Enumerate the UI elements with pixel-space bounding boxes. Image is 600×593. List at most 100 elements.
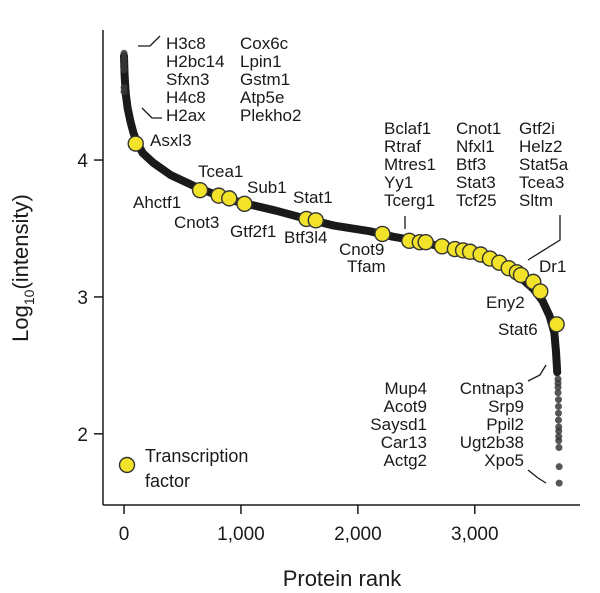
tf-point bbox=[307, 212, 324, 229]
annotation-label: Gtf2i bbox=[519, 119, 555, 138]
y-axis-title: Log10(intensity) bbox=[8, 194, 37, 342]
legend-label-line1: Transcription bbox=[145, 446, 248, 466]
protein-point bbox=[120, 60, 128, 68]
annotation-label: H2bc14 bbox=[166, 52, 225, 71]
y-tick-label: 2 bbox=[77, 425, 88, 446]
protein-point bbox=[120, 49, 128, 57]
annotation-label: Btf3 bbox=[456, 155, 486, 174]
x-tick-label: 3,000 bbox=[451, 524, 499, 545]
x-tick-label: 1,000 bbox=[217, 524, 265, 545]
tf-point bbox=[127, 135, 144, 152]
protein-point bbox=[554, 402, 562, 410]
annotation-label: Cnot1 bbox=[456, 119, 501, 138]
annotation-label: Tcerg1 bbox=[384, 191, 435, 210]
tf-labels: Asxl3 Tcea1 Sub1 Ahctf1 Stat1 Cnot3 Gtf2… bbox=[133, 131, 566, 339]
annotation-label: Nfxl1 bbox=[456, 137, 495, 156]
leader-top-lower bbox=[141, 107, 162, 119]
protein-point bbox=[554, 383, 562, 391]
annotation-label: Plekho2 bbox=[240, 106, 301, 125]
protein-point bbox=[554, 409, 562, 417]
transcription-factor-points bbox=[127, 135, 565, 333]
annotation-label: Helz2 bbox=[519, 137, 562, 156]
annotation-label: Ugt2b38 bbox=[460, 433, 524, 452]
tf-label-ahctf1: Ahctf1 bbox=[133, 193, 181, 212]
protein-point bbox=[555, 479, 563, 487]
tf-point bbox=[512, 266, 530, 284]
protein-point bbox=[554, 389, 562, 397]
annotation-label: Stat3 bbox=[456, 173, 496, 192]
legend-label-line2: factor bbox=[145, 471, 190, 491]
protein-point bbox=[554, 416, 562, 424]
protein-point bbox=[554, 396, 562, 404]
tf-label-cnot3: Cnot3 bbox=[174, 213, 219, 232]
annotation-label: H2ax bbox=[166, 106, 206, 125]
annotation-label: Lpin1 bbox=[240, 52, 282, 71]
protein-point bbox=[555, 463, 563, 471]
protein-point bbox=[555, 427, 563, 435]
tf-point bbox=[417, 233, 434, 251]
annotation-label: Tcea3 bbox=[519, 173, 564, 192]
x-tick-label: 0 bbox=[119, 524, 130, 545]
mid-right-labels: Bclaf1 Rtraf Mtres1 Yy1 Tcerg1 Cnot1 Nfx… bbox=[384, 119, 569, 210]
tf-label-sub1: Sub1 bbox=[247, 178, 287, 197]
annotation-label: Sltm bbox=[519, 191, 553, 210]
annotation-label: Bclaf1 bbox=[384, 119, 431, 138]
tf-label-stat6: Stat6 bbox=[498, 320, 538, 339]
tf-label-btf3l4: Btf3l4 bbox=[284, 228, 327, 247]
tf-point bbox=[374, 225, 391, 243]
annotation-label: Ppil2 bbox=[486, 415, 524, 434]
tf-label-tcea1: Tcea1 bbox=[198, 162, 243, 181]
protein-point bbox=[555, 444, 563, 452]
protein-point bbox=[555, 437, 563, 445]
legend-marker bbox=[118, 456, 136, 474]
tf-label-tfam: Tfam bbox=[347, 257, 386, 276]
x-axis-ticks: 0 1,000 2,000 3,000 bbox=[119, 505, 499, 545]
annotation-label: Car13 bbox=[381, 433, 427, 452]
leader-lines bbox=[138, 35, 561, 484]
y-axis-title-base: Log bbox=[8, 305, 33, 342]
annotation-label: Yy1 bbox=[384, 173, 413, 192]
tf-label-cnot9: Cnot9 bbox=[339, 240, 384, 259]
annotation-label: Gstm1 bbox=[240, 70, 290, 89]
y-tick-label: 4 bbox=[77, 151, 88, 172]
annotation-label: Rtraf bbox=[384, 137, 421, 156]
legend: Transcription factor bbox=[118, 446, 248, 491]
y-axis-title-subscript: 10 bbox=[21, 289, 37, 305]
tf-point bbox=[221, 190, 238, 207]
annotation-label: Tcf25 bbox=[456, 191, 497, 210]
tf-label-dr1: Dr1 bbox=[539, 257, 566, 276]
annotation-label: Mup4 bbox=[384, 379, 427, 398]
y-axis-ticks: 2 3 4 bbox=[77, 151, 103, 446]
tf-label-gtf2f1: Gtf2f1 bbox=[230, 222, 276, 241]
leader-top-upper bbox=[138, 35, 161, 47]
protein-point bbox=[120, 88, 128, 96]
tf-point bbox=[548, 316, 565, 333]
leader-bottom-upper bbox=[527, 364, 547, 382]
annotation-label: Cntnap3 bbox=[460, 379, 524, 398]
protein-point bbox=[120, 55, 128, 63]
annotation-label: H4c8 bbox=[166, 88, 206, 107]
annotation-label: Actg2 bbox=[384, 451, 427, 470]
bottom-labels: Mup4 Acot9 Saysd1 Car13 Actg2 Cntnap3 Sr… bbox=[370, 379, 524, 470]
annotation-label: Stat5a bbox=[519, 155, 569, 174]
protein-point bbox=[120, 66, 128, 74]
tf-point bbox=[532, 283, 549, 300]
top-left-labels: H3c8 H2bc14 Sfxn3 H4c8 H2ax Cox6c Lpin1 … bbox=[166, 34, 301, 125]
leader-sltm bbox=[527, 215, 561, 261]
annotation-label: Sfxn3 bbox=[166, 70, 209, 89]
tf-label-asxl3: Asxl3 bbox=[150, 131, 192, 150]
tf-point bbox=[236, 195, 253, 213]
annotation-label: H3c8 bbox=[166, 34, 206, 53]
y-tick-label: 3 bbox=[77, 288, 88, 309]
leader-bottom-lower bbox=[527, 469, 547, 484]
annotation-label: Xpo5 bbox=[484, 451, 524, 470]
annotation-label: Srp9 bbox=[488, 397, 524, 416]
annotation-label: Atp5e bbox=[240, 88, 284, 107]
x-tick-label: 2,000 bbox=[334, 524, 382, 545]
tail-points bbox=[120, 49, 563, 487]
annotation-label: Saysd1 bbox=[370, 415, 427, 434]
tf-label-stat1: Stat1 bbox=[293, 188, 333, 207]
y-axis-title-rest: (intensity) bbox=[8, 194, 33, 289]
x-axis-title: Protein rank bbox=[283, 566, 403, 591]
